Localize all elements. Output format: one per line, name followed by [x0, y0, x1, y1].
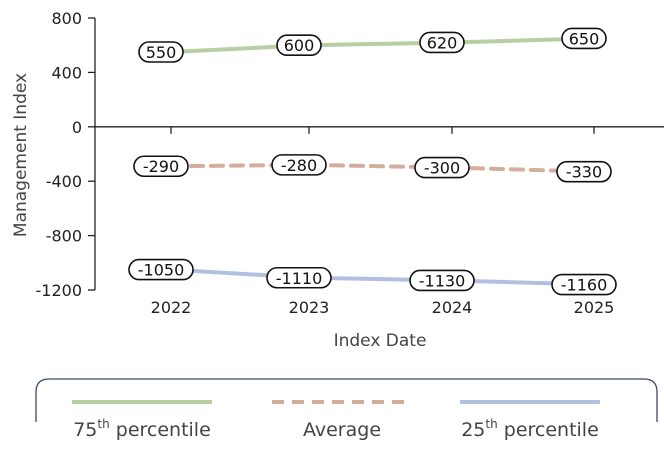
data-label-box	[276, 34, 322, 57]
x-tick-label: 2024	[432, 298, 473, 317]
series-2: -290 -280 -300 -330	[133, 154, 612, 183]
data-label-box	[409, 269, 475, 292]
y-tick-label: -1200	[36, 281, 83, 300]
data-label: -280	[281, 156, 317, 175]
data-label-box	[561, 27, 607, 50]
series-line	[169, 267, 596, 287]
series-line	[169, 162, 596, 174]
legend-box	[35, 378, 658, 422]
x-tick-label: 2022	[151, 298, 192, 317]
data-label-box	[419, 31, 465, 54]
data-label: -300	[424, 159, 460, 178]
data-label-box	[556, 160, 612, 183]
data-label: -330	[566, 163, 602, 182]
x-axis-title: Index Date	[334, 331, 427, 351]
data-label-box	[266, 266, 332, 289]
y-tick-label: -800	[46, 227, 82, 246]
data-label: 620	[427, 33, 458, 52]
data-label: -290	[143, 157, 179, 176]
y-tick-label: 0	[72, 118, 82, 137]
y-tick-label: -400	[46, 172, 82, 191]
x-tick-label: 2023	[289, 298, 330, 317]
series-1: 550 600 620 650	[138, 27, 607, 63]
series-line	[169, 36, 596, 54]
data-label-box	[271, 154, 327, 176]
data-label: -1130	[419, 271, 466, 290]
data-label: -1110	[276, 269, 323, 288]
series-3: -1050 -1110 -1130 -1160	[128, 258, 617, 296]
data-label: 650	[569, 29, 600, 48]
legend-label: 25th percentile	[461, 417, 599, 441]
legend-label: Average	[303, 419, 381, 441]
y-axis-title: Management Index	[11, 73, 31, 237]
data-label: 550	[146, 43, 177, 62]
data-label-box	[133, 155, 189, 178]
y-tick-label: 800	[51, 9, 82, 28]
data-label-box	[128, 258, 194, 281]
axes: 800 400 0 -400 -800 -1200 2022 2023 2024 2025	[36, 9, 664, 317]
data-label: 600	[284, 36, 315, 55]
data-label-box	[414, 156, 470, 179]
series-layer: 550 600 620 650-290 -280 -300 -330-1050 -1110 -1…	[128, 27, 617, 296]
legend-label: 75th percentile	[73, 417, 211, 441]
data-label-box	[138, 41, 184, 63]
data-label: -1050	[138, 261, 185, 280]
data-label: -1160	[561, 276, 608, 295]
y-tick-label: 400	[51, 63, 82, 82]
data-label-box	[551, 273, 617, 296]
x-tick-label: 2025	[574, 298, 615, 317]
legend: 75th percentile Average 25th percentile	[35, 378, 658, 441]
